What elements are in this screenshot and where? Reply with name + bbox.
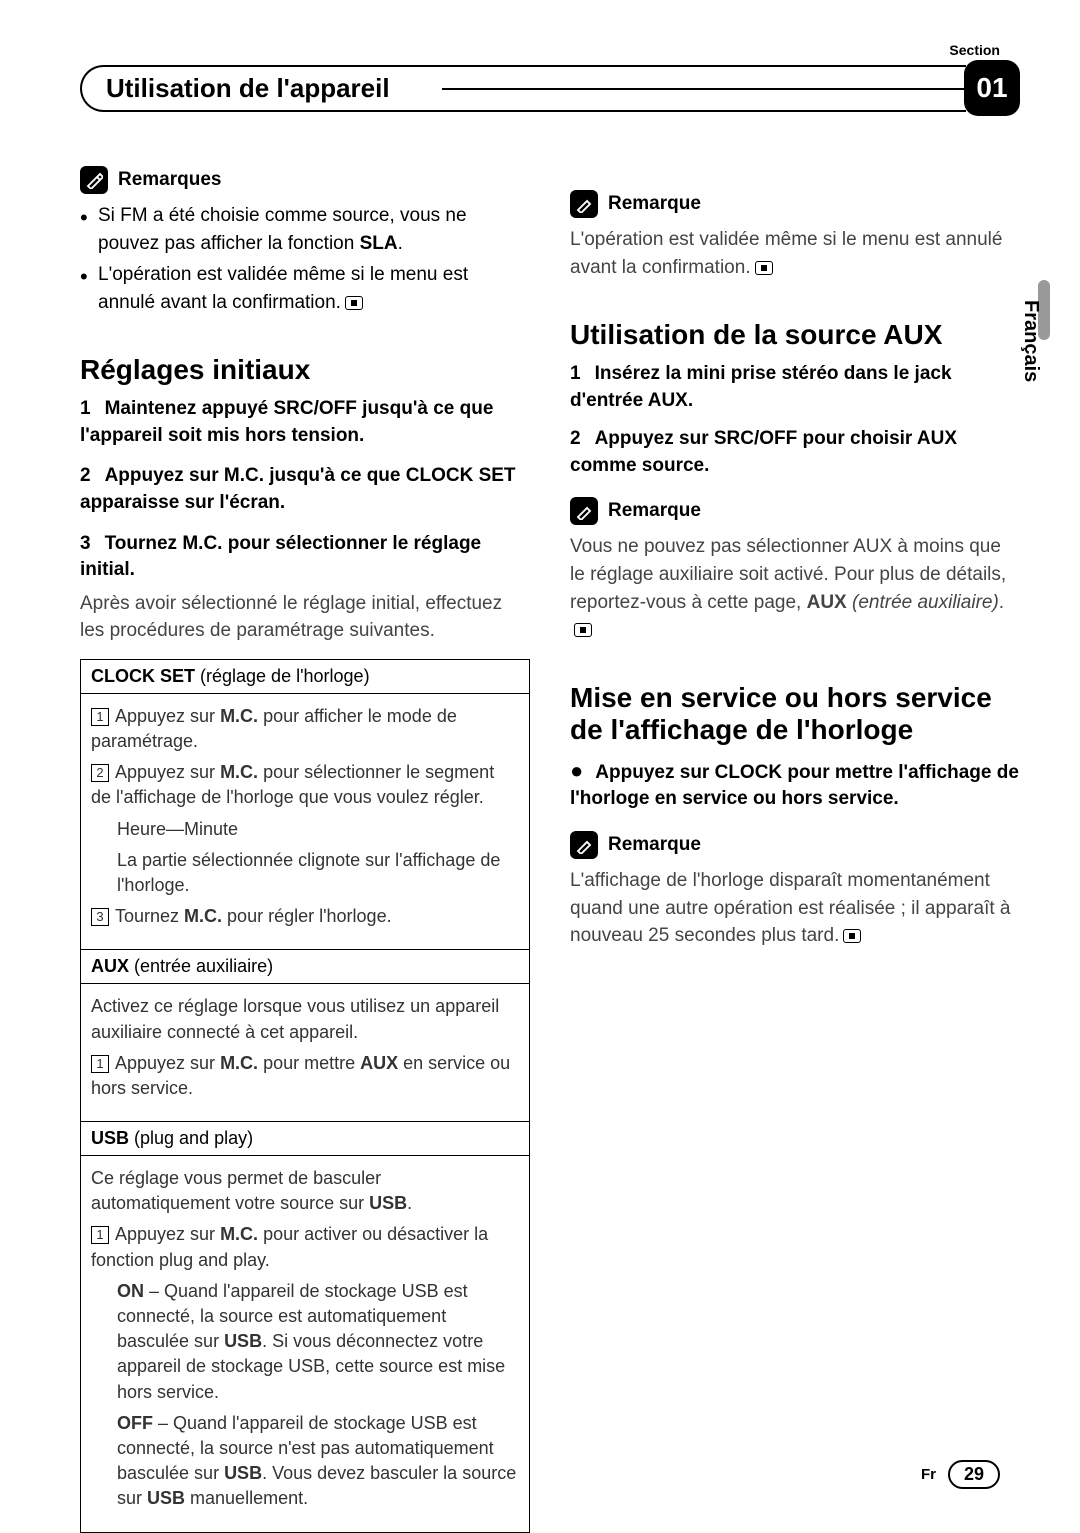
remarque-3-text: L'affichage de l'horloge disparaît momen…	[570, 867, 1020, 950]
remarque-item: L'opération est validée même si le menu …	[98, 261, 530, 316]
usb-body: Ce réglage vous permet de basculer autom…	[81, 1156, 529, 1531]
right-column: Remarque L'opération est validée même si…	[570, 156, 1020, 1533]
aux-step-1: 1Insérez la mini prise stéréo dans le ja…	[570, 361, 1020, 414]
note-icon	[570, 831, 598, 859]
end-mark-icon	[345, 296, 363, 310]
step-2: 2Appuyez sur M.C. jusqu'à ce que CLOCK S…	[80, 463, 530, 516]
step-3: 3Tournez M.C. pour sélectionner le régla…	[80, 531, 530, 584]
header-title-wrap: Utilisation de l'appareil	[80, 65, 966, 112]
end-mark-icon	[574, 623, 592, 637]
clock-step: ●Appuyez sur CLOCK pour mettre l'afficha…	[570, 756, 1020, 813]
remarques-title: Remarques	[118, 169, 222, 191]
section-number-badge: 01	[964, 60, 1020, 116]
aux-body: Activez ce réglage lorsque vous utilisez…	[81, 984, 529, 1121]
heading-aux-source: Utilisation de la source AUX	[570, 319, 1020, 351]
substep-num: 2	[91, 764, 109, 782]
usb-header: USB (plug and play)	[81, 1121, 529, 1156]
aux-header: AUX (entrée auxiliaire)	[81, 949, 529, 984]
note-icon	[80, 166, 108, 194]
substep-num: 1	[91, 1226, 109, 1244]
substep-num: 3	[91, 908, 109, 926]
heading-clock-display: Mise en service ou hors service de l'aff…	[570, 682, 1020, 746]
end-mark-icon	[843, 929, 861, 943]
clock-set-header: CLOCK SET (réglage de l'horloge)	[81, 660, 529, 694]
remarques-header: Remarques	[80, 166, 530, 194]
section-label: Section	[949, 42, 1000, 58]
remarque-header-3: Remarque	[570, 831, 1020, 859]
remarque-header-2: Remarque	[570, 497, 1020, 525]
step-1: 1Maintenez appuyé SRC/OFF jusqu'à ce que…	[80, 396, 530, 449]
left-column: Remarques Si FM a été choisie comme sour…	[80, 156, 530, 1533]
end-mark-icon	[755, 261, 773, 275]
note-icon	[570, 190, 598, 218]
remarque-item: Si FM a été choisie comme source, vous n…	[98, 202, 530, 257]
note-icon	[570, 497, 598, 525]
remarque-title: Remarque	[608, 500, 701, 522]
remarque-header-1: Remarque	[570, 190, 1020, 218]
step-3-body: Après avoir sélectionné le réglage initi…	[80, 590, 530, 645]
aux-step-2: 2Appuyez sur SRC/OFF pour choisir AUX co…	[570, 426, 1020, 479]
remarque-title: Remarque	[608, 193, 701, 215]
settings-table: CLOCK SET (réglage de l'horloge) 1Appuye…	[80, 659, 530, 1533]
page-footer: Fr 29	[921, 1460, 1000, 1489]
footer-lang-code: Fr	[921, 1466, 936, 1483]
header-rule	[442, 88, 968, 90]
remarque-2-text: Vous ne pouvez pas sélectionner AUX à mo…	[570, 533, 1020, 643]
substep-num: 1	[91, 1055, 109, 1073]
page-number: 29	[948, 1460, 1000, 1489]
heading-reglages: Réglages initiaux	[80, 354, 530, 386]
substep-num: 1	[91, 708, 109, 726]
remarque-1-text: L'opération est validée même si le menu …	[570, 226, 1020, 281]
language-tab: Français	[1019, 300, 1042, 382]
remarques-list: Si FM a été choisie comme source, vous n…	[80, 202, 530, 316]
remarque-title: Remarque	[608, 834, 701, 856]
page-header: Utilisation de l'appareil 01	[80, 60, 1020, 116]
clock-set-body: 1Appuyez sur M.C. pour afficher le mode …	[81, 694, 529, 950]
